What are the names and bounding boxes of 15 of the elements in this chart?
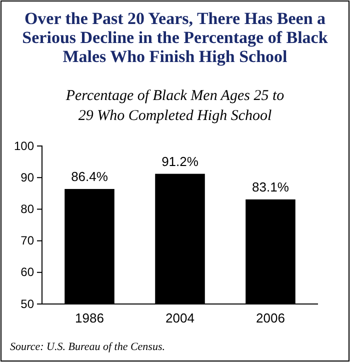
source-note: Source: U.S. Bureau of the Census.	[10, 341, 165, 353]
x-tick-label: 1986	[75, 310, 104, 326]
y-tick-label: 80	[20, 202, 34, 216]
y-tick-label: 50	[20, 296, 34, 311]
y-tick-label: 60	[20, 265, 34, 280]
y-tick-label: 90	[20, 170, 34, 184]
y-tick-label: 100	[14, 138, 34, 153]
chart-subtitle: Percentage of Black Men Ages 25 to 29 Who Completed High School	[64, 88, 285, 124]
y-tick-label: 70	[20, 234, 34, 248]
data-label: 91.2%	[162, 154, 199, 169]
data-label: 86.4%	[71, 168, 108, 184]
chart-title: Over the Past 20 Years, There Has Been a Serious Decline in the Percentage of Black Males Who Finish High School	[22, 9, 328, 66]
data-label: 83.1%	[252, 179, 290, 194]
x-tick-label: 2006	[256, 310, 285, 326]
x-tick-label: 2004	[166, 310, 194, 326]
